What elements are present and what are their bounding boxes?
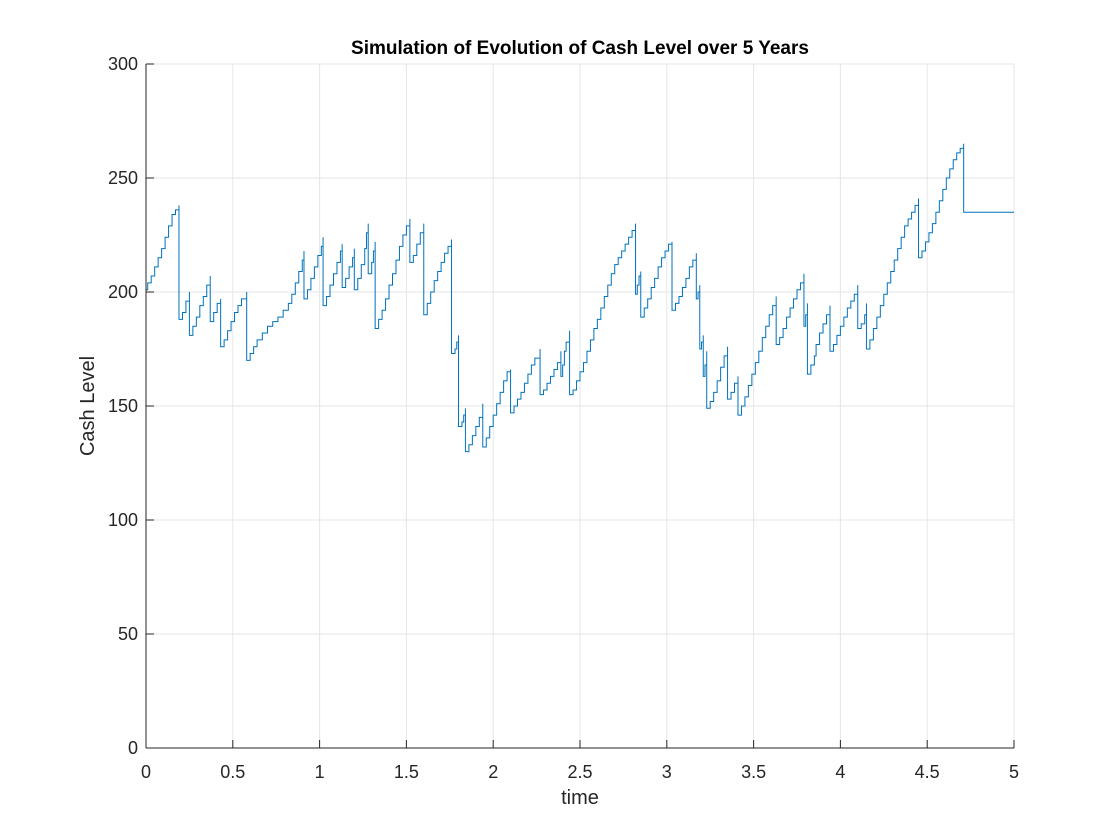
x-tick-label: 4 <box>835 762 845 782</box>
x-tick-label: 0 <box>141 762 151 782</box>
x-tick-label: 5 <box>1009 762 1019 782</box>
x-tick-label: 3.5 <box>741 762 766 782</box>
grid <box>145 63 1015 749</box>
y-tick-label: 200 <box>108 282 138 302</box>
axes <box>145 63 1015 749</box>
y-tick-label: 300 <box>108 54 138 74</box>
y-tick-label: 150 <box>108 396 138 416</box>
x-tick-label: 2.5 <box>567 762 592 782</box>
y-axis-label: Cash Level <box>77 356 99 456</box>
chart-title: Simulation of Evolution of Cash Level ov… <box>351 38 809 59</box>
y-tick-label: 250 <box>108 168 138 188</box>
x-tick-label: 3 <box>662 762 672 782</box>
series-layer <box>146 143 1014 453</box>
x-tick-label: 4.5 <box>915 762 940 782</box>
cash-level-series-line <box>146 143 1014 453</box>
x-tick-label: 1.5 <box>394 762 419 782</box>
x-axis-label: time <box>561 787 599 809</box>
y-tick-label: 100 <box>108 510 138 530</box>
y-tick-label: 0 <box>128 738 138 758</box>
x-tick-label: 2 <box>488 762 498 782</box>
x-tick-label: 0.5 <box>220 762 245 782</box>
y-tick-label: 50 <box>118 624 138 644</box>
x-tick-label: 1 <box>315 762 325 782</box>
